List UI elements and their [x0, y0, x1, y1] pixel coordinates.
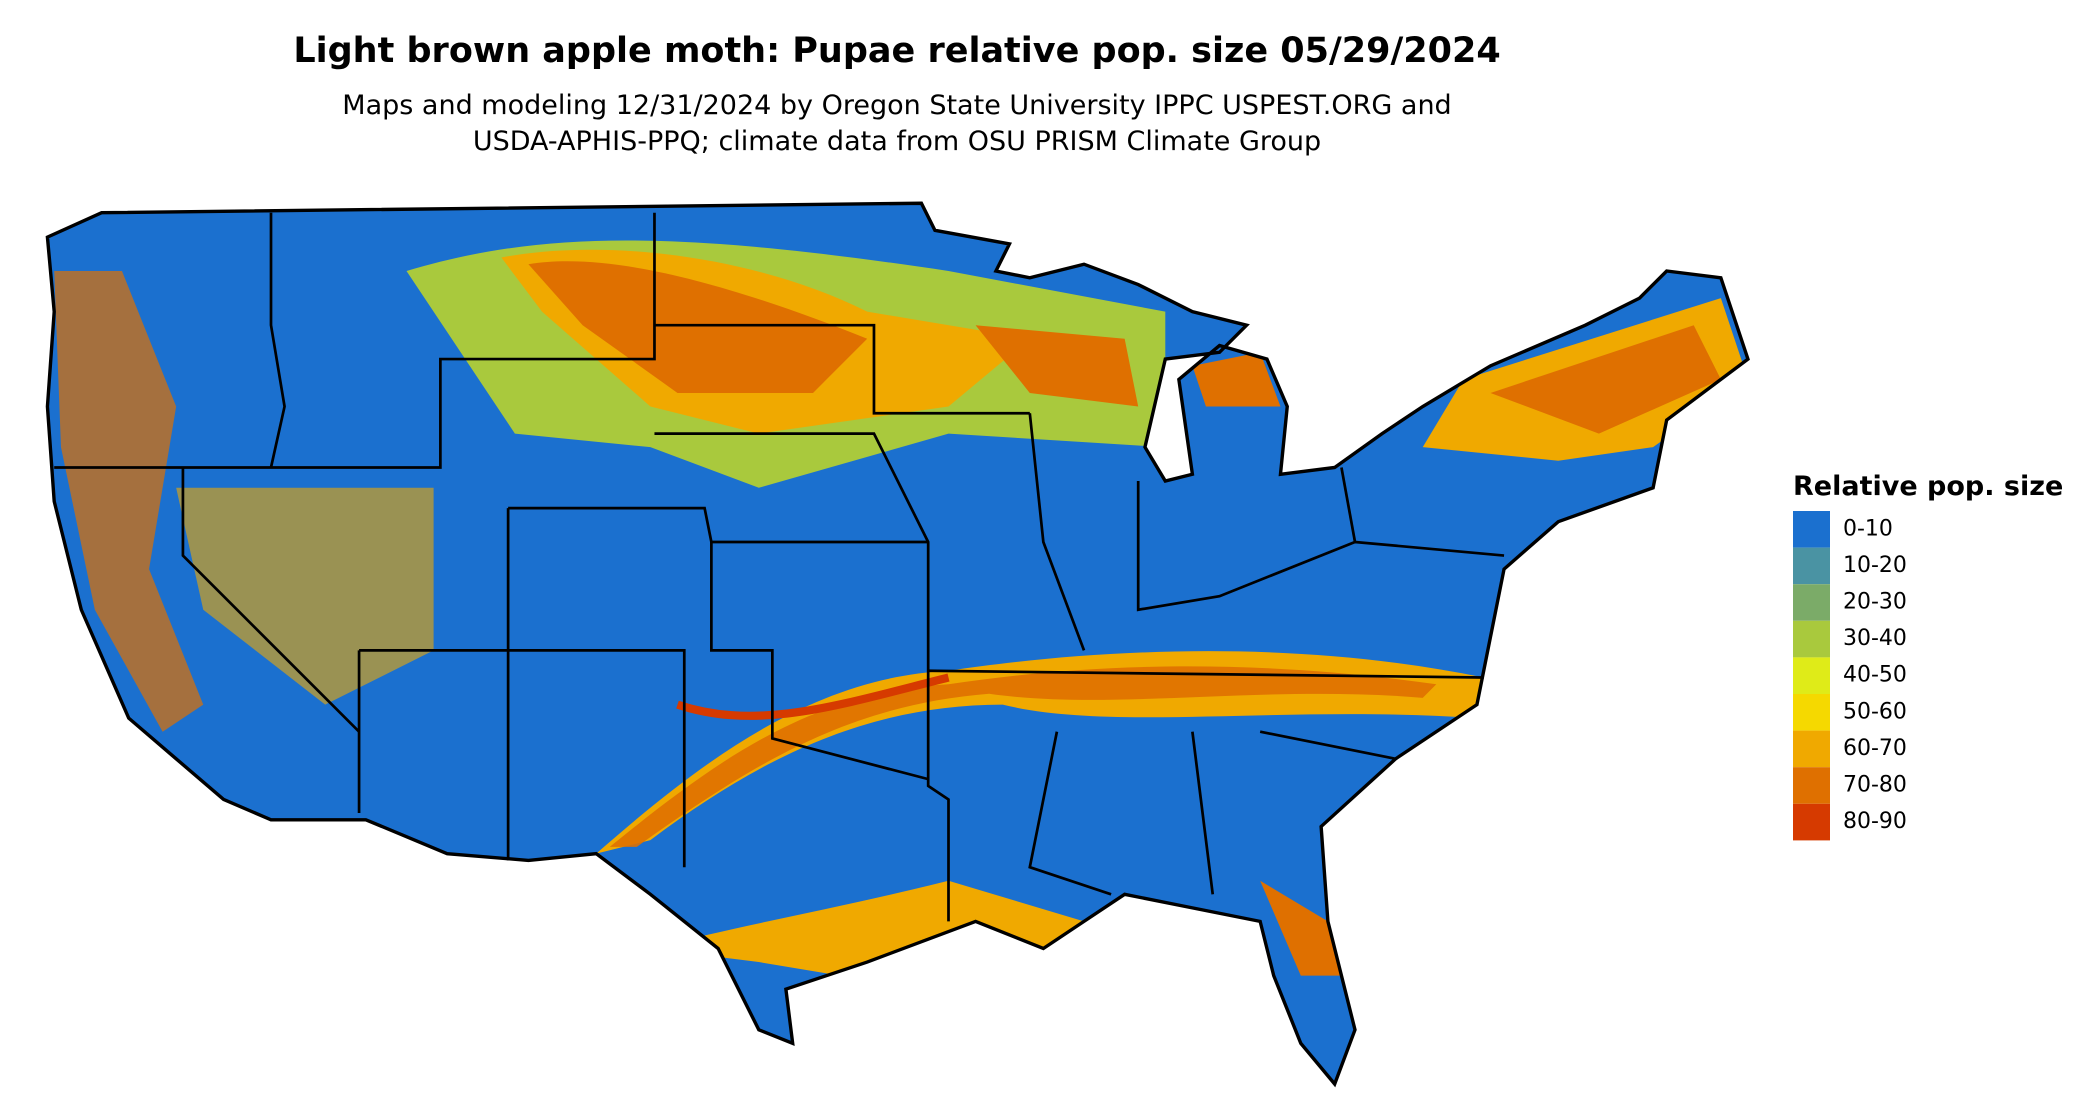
legend: 0-10 10-20 20-30 30-40 40-50 50-60 60-70 70-80 8…: [1793, 511, 1907, 841]
legend-swatch: [1793, 511, 1830, 548]
legend-swatch: [1793, 694, 1830, 731]
legend-label: 80-90: [1843, 809, 1907, 834]
us-map: [45, 201, 1750, 1086]
map-fill: [47, 203, 1748, 1085]
title: Light brown apple moth: Pupae relative p…: [293, 31, 1500, 71]
legend-swatch: [1793, 730, 1830, 768]
legend-swatch: [1793, 620, 1830, 658]
legend-label: 50-60: [1843, 699, 1907, 724]
state-borders: [54, 212, 1505, 922]
legend-label: 60-70: [1843, 736, 1907, 761]
subtitle: Maps and modeling 12/31/2024 by Oregon S…: [342, 90, 1451, 121]
legend-label: 70-80: [1843, 773, 1907, 798]
subtitle: USDA-APHIS-PPQ; climate data from OSU PR…: [473, 126, 1321, 157]
legend-label: 30-40: [1843, 626, 1907, 651]
legend-label: 0-10: [1843, 516, 1893, 541]
legend-label: 20-30: [1843, 590, 1907, 615]
legend-label: 10-20: [1843, 553, 1907, 578]
legend-swatch: [1793, 584, 1830, 621]
legend-swatch: [1793, 547, 1830, 585]
legend-swatch: [1793, 767, 1830, 804]
legend-label: 40-50: [1843, 663, 1907, 688]
legend-title: Relative pop. size: [1793, 471, 2063, 502]
legend-swatch: [1793, 803, 1830, 841]
legend-swatch: [1793, 657, 1830, 694]
